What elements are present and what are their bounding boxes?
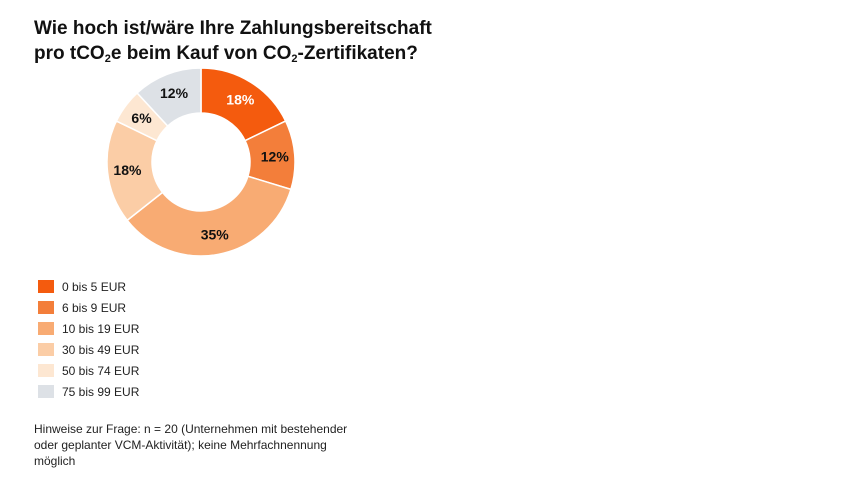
legend-item-5: 50 bis 74 EUR	[38, 360, 139, 381]
slice-label-2: 12%	[261, 148, 290, 164]
chart-legend: 0 bis 5 EUR 6 bis 9 EUR 10 bis 19 EUR 30 bi…	[38, 276, 139, 402]
chart-title-line-2: pro tCO2e beim Kauf von CO2-Zertifikaten…	[34, 41, 594, 66]
legend-label: 10 bis 19 EUR	[62, 321, 140, 336]
donut-slice-6	[136, 67, 202, 128]
legend-item-4: 30 bis 49 EUR	[38, 339, 139, 360]
slice-label-6: 12%	[160, 85, 189, 101]
legend-swatch	[38, 343, 54, 356]
legend-swatch	[38, 280, 54, 293]
legend-swatch	[38, 364, 54, 377]
title-subscript-1: 2	[104, 53, 111, 65]
title-part-prefix: pro tCO	[34, 43, 105, 64]
legend-swatch	[38, 301, 54, 314]
slice-label-1: 18%	[226, 91, 255, 107]
legend-swatch	[38, 322, 54, 335]
question-note: Hinweise zur Frage: n = 20 (Unternehmen …	[34, 422, 348, 468]
legend-label: 75 bis 99 EUR	[62, 384, 140, 399]
legend-swatch	[38, 385, 54, 398]
slice-label-5: 6%	[131, 110, 152, 126]
legend-item-6: 75 bis 99 EUR	[38, 381, 139, 402]
legend-label: 6 bis 9 EUR	[62, 300, 127, 315]
title-part-suffix: -Zertifikaten?	[297, 43, 418, 64]
legend-label: 0 bis 5 EUR	[62, 279, 127, 294]
title-part-middle: e beim Kauf von CO	[110, 43, 292, 64]
legend-item-3: 10 bis 19 EUR	[38, 318, 139, 339]
slice-label-3: 35%	[201, 227, 230, 243]
slice-label-4: 18%	[113, 162, 142, 178]
legend-label: 50 bis 74 EUR	[62, 363, 140, 378]
title-subscript-2: 2	[291, 53, 298, 65]
chart-title: Wie hoch ist/wäre Ihre Zahlungsbereitsch…	[34, 16, 594, 66]
legend-item-2: 6 bis 9 EUR	[38, 297, 139, 318]
chart-title-line-1: Wie hoch ist/wäre Ihre Zahlungsbereitsch…	[34, 18, 432, 39]
legend-item-1: 0 bis 5 EUR	[38, 276, 139, 297]
donut-slice-3	[126, 175, 292, 257]
legend-label: 30 bis 49 EUR	[62, 342, 140, 357]
